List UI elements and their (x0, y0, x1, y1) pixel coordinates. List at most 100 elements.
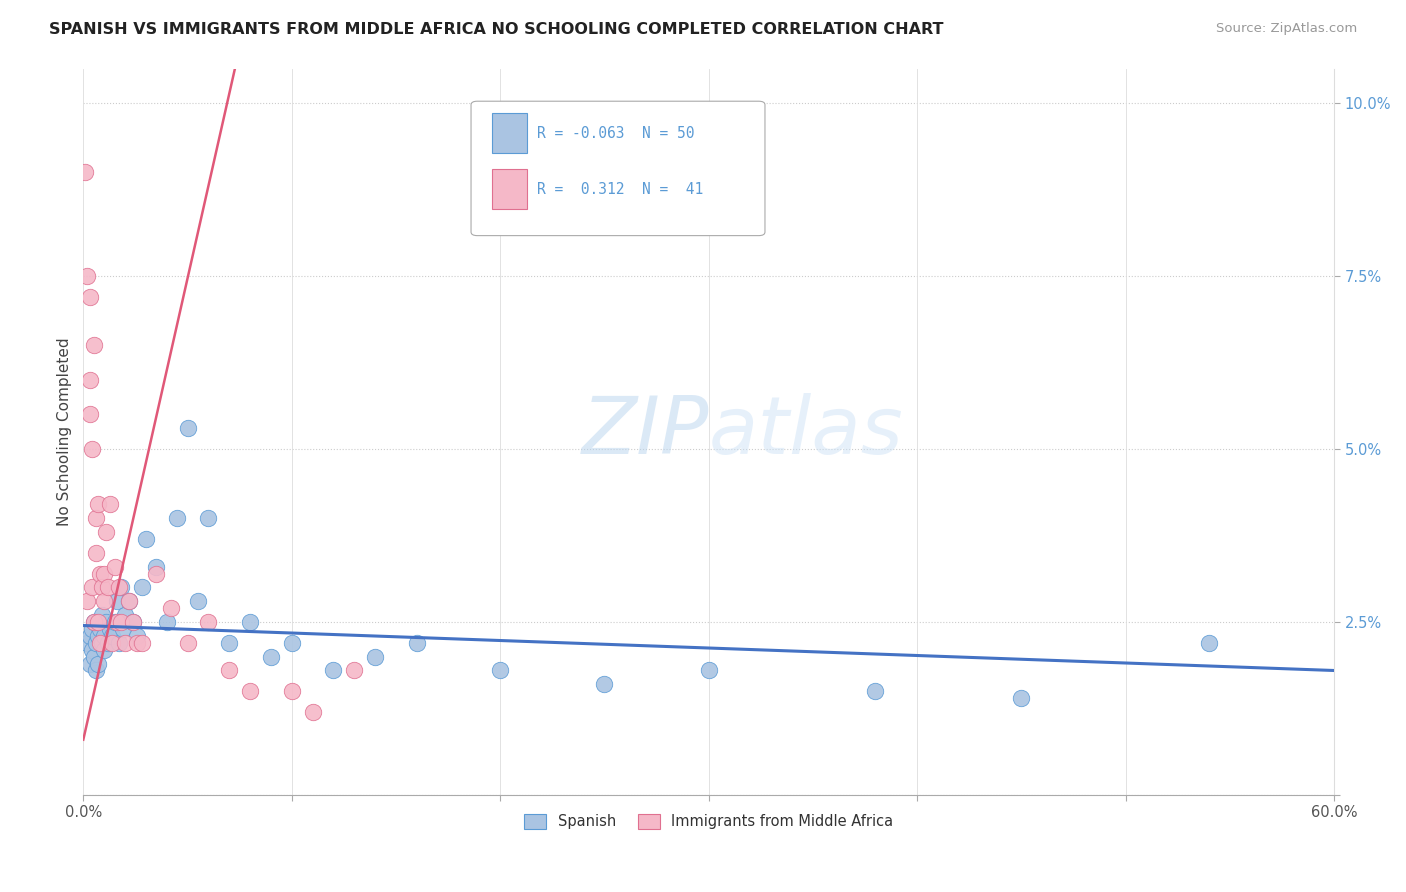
Point (91, 581, 114, 595)
Point (76, 636, 98, 650)
Point (111, 622, 134, 636)
FancyBboxPatch shape (492, 113, 527, 153)
Point (80, 581, 103, 595)
FancyBboxPatch shape (471, 101, 765, 235)
Point (83, 615, 105, 629)
Point (107, 636, 129, 650)
Point (97, 581, 120, 595)
Point (93, 629, 115, 643)
Point (101, 629, 124, 643)
Point (76, 594, 98, 608)
Point (93, 642, 115, 657)
Point (100, 498, 122, 512)
Point (79, 373, 101, 387)
Point (364, 649, 387, 664)
Point (79, 290, 101, 304)
Text: ZIP: ZIP (581, 392, 709, 471)
Point (80, 442, 103, 456)
Point (89, 622, 111, 636)
Point (103, 559, 125, 574)
Point (105, 615, 128, 629)
Point (83, 615, 105, 629)
Point (697, 664, 720, 678)
Point (97, 636, 120, 650)
Point (131, 581, 153, 595)
Point (103, 615, 125, 629)
Point (301, 705, 323, 719)
Point (1010, 691, 1032, 706)
Point (187, 594, 209, 608)
Point (101, 636, 124, 650)
Text: Source: ZipAtlas.com: Source: ZipAtlas.com (1216, 22, 1357, 36)
Point (110, 615, 132, 629)
Point (79, 657, 101, 671)
Point (122, 615, 145, 629)
Point (91, 636, 114, 650)
Point (118, 594, 141, 608)
Point (84, 636, 107, 650)
Point (96, 615, 118, 629)
Point (83, 649, 105, 664)
Text: SPANISH VS IMMIGRANTS FROM MIDDLE AFRICA NO SCHOOLING COMPLETED CORRELATION CHAR: SPANISH VS IMMIGRANTS FROM MIDDLE AFRICA… (49, 22, 943, 37)
Point (89, 566, 111, 581)
Point (107, 581, 129, 595)
Point (145, 559, 167, 574)
Point (156, 615, 179, 629)
Point (100, 622, 122, 636)
Point (197, 511, 219, 525)
Point (281, 684, 304, 698)
Point (127, 636, 149, 650)
Point (127, 629, 149, 643)
Legend: Spanish, Immigrants from Middle Africa: Spanish, Immigrants from Middle Africa (519, 808, 900, 835)
Point (79, 629, 101, 643)
Point (87, 657, 110, 671)
Point (593, 677, 616, 691)
Point (87, 615, 110, 629)
Point (1198, 636, 1220, 650)
Point (93, 566, 115, 581)
Point (96, 525, 118, 540)
Point (218, 636, 240, 650)
Text: R = -0.063  N = 50: R = -0.063 N = 50 (537, 126, 695, 141)
Point (239, 615, 262, 629)
Point (160, 601, 183, 615)
Point (87, 498, 110, 512)
Point (122, 615, 145, 629)
Point (131, 636, 153, 650)
Point (135, 532, 157, 546)
Point (176, 421, 198, 435)
Point (197, 615, 219, 629)
Text: atlas: atlas (709, 392, 904, 471)
Point (218, 664, 240, 678)
Point (89, 636, 111, 650)
Point (80, 622, 103, 636)
Point (176, 636, 198, 650)
Text: R =  0.312  N =  41: R = 0.312 N = 41 (537, 182, 703, 196)
Point (343, 664, 366, 678)
Point (489, 664, 512, 678)
Point (75, 165, 97, 179)
Point (166, 511, 188, 525)
FancyBboxPatch shape (492, 169, 527, 209)
Point (79, 408, 101, 422)
Point (76, 269, 98, 284)
Point (145, 566, 167, 581)
Point (405, 636, 427, 650)
Y-axis label: No Schooling Completed: No Schooling Completed (58, 337, 72, 526)
Point (281, 636, 304, 650)
Point (84, 546, 107, 560)
Point (114, 636, 136, 650)
Point (80, 642, 103, 657)
Point (118, 594, 141, 608)
Point (93, 594, 115, 608)
Point (91, 608, 114, 623)
Point (105, 594, 128, 608)
Point (114, 608, 136, 623)
Point (260, 649, 283, 664)
Point (84, 664, 107, 678)
Point (239, 684, 262, 698)
Point (322, 664, 344, 678)
Point (865, 684, 887, 698)
Point (84, 511, 107, 525)
Point (110, 581, 132, 595)
